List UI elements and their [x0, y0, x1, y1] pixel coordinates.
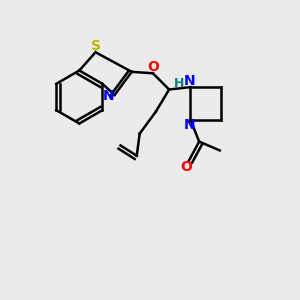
Text: N: N — [184, 118, 196, 132]
Text: O: O — [148, 60, 160, 74]
Text: N: N — [102, 88, 114, 103]
Text: N: N — [184, 74, 196, 88]
Text: S: S — [91, 39, 101, 53]
Text: H: H — [174, 77, 184, 90]
Text: O: O — [180, 160, 192, 174]
